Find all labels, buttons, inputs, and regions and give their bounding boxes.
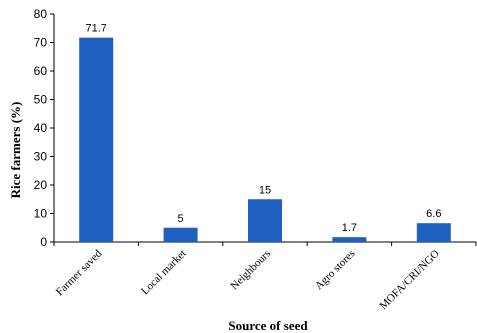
- bars: [79, 37, 451, 242]
- category-label: Local market: [139, 248, 189, 298]
- y-tick-label: 20: [34, 178, 48, 192]
- x-axis: [53, 241, 477, 246]
- category-label: MOFA/CRI/NGO: [377, 248, 442, 313]
- y-tick-label: 10: [34, 207, 48, 221]
- data-label: 1.7: [342, 222, 357, 234]
- bar: [79, 37, 114, 242]
- bar: [163, 227, 198, 242]
- data-label: 15: [259, 184, 271, 196]
- y-tick-label: 30: [34, 150, 48, 164]
- data-label: 5: [178, 213, 184, 225]
- bar: [416, 223, 451, 242]
- data-labels: 71.7 5 15 1.7 6.6: [85, 23, 441, 234]
- y-axis-title: Rice farmers (%): [8, 102, 23, 199]
- data-label: 71.7: [85, 23, 106, 35]
- y-tick-label: 60: [34, 64, 48, 78]
- y-tick-label: 0: [40, 235, 47, 249]
- data-label: 6.6: [426, 208, 441, 220]
- category-label: Farmer saved: [54, 247, 105, 298]
- category-labels: Farmer saved Local market Neighbours Agro s…: [54, 247, 442, 312]
- category-label: Agro stores: [313, 248, 358, 293]
- y-tick-label: 50: [34, 93, 48, 107]
- y-tick-label: 70: [34, 36, 48, 50]
- y-tick-label: 40: [34, 121, 48, 135]
- y-axis: 0 10 20 30 40 50 60 70 80: [34, 7, 55, 249]
- bar: [248, 199, 282, 242]
- bar: [332, 237, 367, 242]
- y-tick-label: 80: [34, 7, 48, 21]
- category-label: Neighbours: [228, 248, 273, 293]
- x-axis-title: Source of seed: [228, 318, 308, 333]
